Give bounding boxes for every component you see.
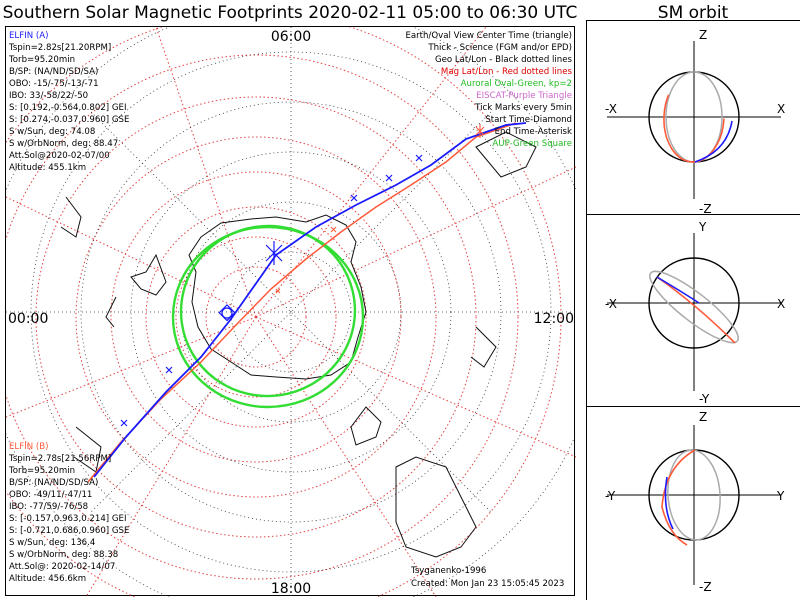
page-title: Southern Solar Magnetic Footprints 2020-… — [2, 3, 578, 23]
orbit-a-red — [661, 449, 696, 546]
legend-item: Geo Lat/Lon - Black dotted lines — [435, 55, 573, 65]
sm-orbit-title: SM orbit — [657, 3, 729, 23]
orbit-a-blue — [664, 476, 674, 530]
time-label-bottom: 18:00 — [271, 581, 311, 597]
elfin-a-title: ELFIN (A) — [9, 31, 48, 41]
elfin-b-line: Torb=95.20min — [8, 466, 75, 476]
orbit-b — [667, 449, 721, 541]
elfin-b-line: Altitude: 456.6km — [9, 574, 86, 584]
sm-orbit-yz-plot: Z -Z -Y Y — [605, 410, 785, 594]
elfin-b-ticks — [275, 124, 485, 294]
polar-map-panel: 06:00 00:00 12:00 18:00 ELFIN (A) Tspin=… — [5, 26, 576, 597]
legend-item: Thick - Science (FGM and/or EPD) — [427, 43, 572, 53]
elfin-a-line: Altitude: 455.1km — [9, 163, 86, 173]
axis-label-top: Z — [699, 410, 707, 424]
axis-label-left: -X — [605, 297, 617, 311]
legend-item: AUP-Green Square — [492, 139, 572, 149]
elfin-b-title: ELFIN (B) — [9, 442, 48, 452]
time-label-left: 00:00 — [8, 311, 48, 327]
elfin-a-line: IBO: 33/-58/22/-50 — [9, 91, 88, 101]
axis-label-right: X — [777, 102, 785, 116]
elfin-a-line: S: [0.192,-0.564,0.802] GEI — [9, 103, 127, 113]
axis-label-right: Y — [776, 489, 785, 503]
sm-orbit-panel-xy: Y -Y -X X — [586, 214, 800, 407]
elfin-a-line: S w/Sun, deg: 74.08 — [9, 127, 95, 137]
legend-item: Mag Lat/Lon - Red dotted lines — [441, 67, 573, 77]
axis-label-bottom: -Y — [699, 392, 710, 406]
legend-item: Tick Marks every 5min — [474, 103, 572, 113]
time-label-right: 12:00 — [534, 311, 574, 327]
legend-item: Start Time-Diamond — [485, 115, 572, 125]
elfin-a-line: S: [0.274,-0.037,0.960] GSE — [9, 115, 129, 125]
elfin-b-track — [87, 122, 517, 483]
elfin-b-line: S: [-0.157,0.963,0.214] GEI — [9, 514, 127, 524]
axis-label-bottom: -Z — [699, 580, 712, 594]
axis-label-top: Y — [698, 220, 707, 234]
polar-map: 06:00 00:00 12:00 18:00 ELFIN (A) Tspin=… — [6, 27, 576, 597]
model-credit: Tsyganenko-1996 — [410, 566, 486, 576]
sm-orbit-panel-yz: Z -Z -Y Y — [586, 406, 800, 600]
axis-label-top: Z — [699, 28, 707, 42]
sm-orbit-xz-plot: Z -Z -X X — [605, 28, 785, 216]
orbit-a-red — [663, 71, 725, 163]
elfin-b-line: Att.Sol@: 2020-02-14/07 — [9, 562, 115, 572]
orbit-a-red — [656, 276, 736, 344]
elfin-a-track — [93, 122, 527, 478]
orbit-a-blue — [694, 120, 733, 163]
axis-label-right: X — [777, 297, 785, 311]
earth-circle — [648, 257, 740, 349]
legend: Earth/Oval View Center Time (triangle) T… — [405, 31, 572, 149]
elfin-b-line: OBO: -49/11/-47/11 — [9, 490, 92, 500]
elfin-a-line: Torb=95.20min — [8, 55, 75, 65]
axis-label-bottom: -Z — [699, 202, 712, 216]
elfin-a-info: ELFIN (A) Tspin=2.82s[21.20RPM] Torb=95.… — [8, 31, 129, 173]
legend-item: Auroral Oval-Green, kp=2 — [461, 79, 572, 89]
elfin-b-line: IBO: -77/59/-76/58 — [9, 502, 88, 512]
created-timestamp: Created: Mon Jan 23 15:05:45 2023 — [411, 579, 564, 589]
elfin-b-line: S: [-0.721,0.686,0.960] GSE — [9, 526, 129, 536]
elfin-b-line: S w/Sun, deg: 136.4 — [9, 538, 95, 548]
sm-orbit-xy-plot: Y -Y -X X — [605, 220, 785, 406]
elfin-b-info: ELFIN (B) Tspin=2.78s[21.56RPM] Torb=95.… — [8, 442, 129, 584]
elfin-a-line: Att.Sol@2020-02-07/00 — [9, 151, 110, 161]
elfin-a-line: B/SP: (NA/ND/SD/SA) — [9, 67, 98, 77]
elfin-b-line: Tspin=2.78s[21.56RPM] — [8, 454, 111, 464]
axis-label-left: -Y — [605, 489, 616, 503]
legend-item: End Time-Asterisk — [495, 127, 572, 137]
sm-orbit-panel-xz: Z -Z -X X — [586, 20, 800, 216]
mag-lat-grid — [6, 27, 576, 597]
elfin-a-line: OBO: -15/-75/-13/-71 — [9, 79, 99, 89]
orbit-b — [649, 270, 739, 344]
elfin-a-line: Tspin=2.82s[21.20RPM] — [8, 43, 111, 53]
axis-label-left: -X — [605, 102, 617, 116]
geo-lat-grid — [6, 27, 576, 597]
elfin-b-line: S w/OrbNorm, deg: 88.38 — [9, 550, 118, 560]
elfin-a-ticks — [120, 154, 423, 427]
elfin-a-line: S w/OrbNorm, deg: 88.47 — [9, 139, 118, 149]
elfin-b-line: B/SP: (NA/ND/SD/SA) — [9, 478, 98, 488]
time-label-top: 06:00 — [271, 29, 311, 45]
auroral-ovals — [171, 224, 365, 409]
coastlines — [60, 131, 537, 558]
legend-item: EISCAT-Purple Triangle — [476, 91, 572, 101]
legend-item: Earth/Oval View Center Time (triangle) — [405, 31, 572, 41]
orbit-a-blue — [656, 276, 700, 304]
